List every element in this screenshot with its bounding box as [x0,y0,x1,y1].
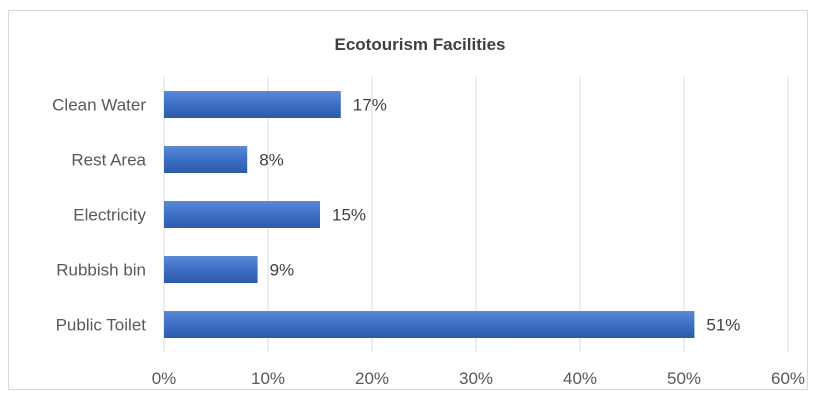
x-tick-label: 60% [771,369,805,388]
bar [164,256,258,283]
x-tick-label: 10% [251,369,285,388]
bar [164,311,695,338]
x-tick-label: 50% [667,369,701,388]
category-label: Clean Water [52,96,146,115]
bar [164,146,248,173]
category-label: Rubbish bin [56,261,146,280]
category-labels: Clean Water Rest Area Electricity Rubbish b… [52,96,146,335]
data-label: 9% [270,261,295,280]
chart-title: Ecotourism Facilities [335,35,506,54]
gridlines [163,77,789,352]
data-label: 8% [259,151,284,170]
x-tick-label: 40% [563,369,597,388]
bar [164,201,320,228]
data-label: 15% [332,206,366,225]
data-label: 17% [353,96,387,115]
x-tick-label: 0% [152,369,177,388]
x-tick-label: 30% [459,369,493,388]
data-label: 51% [706,316,740,335]
category-label: Public Toilet [56,316,147,335]
category-label: Electricity [73,206,146,225]
category-label: Rest Area [71,151,146,170]
data-labels: 17% 8% 15% 9% 51% [259,96,740,335]
bar [164,91,341,118]
bars [164,91,695,338]
x-tick-labels: 0% 10% 20% 30% 40% 50% 60% [152,369,805,388]
x-tick-label: 20% [355,369,389,388]
